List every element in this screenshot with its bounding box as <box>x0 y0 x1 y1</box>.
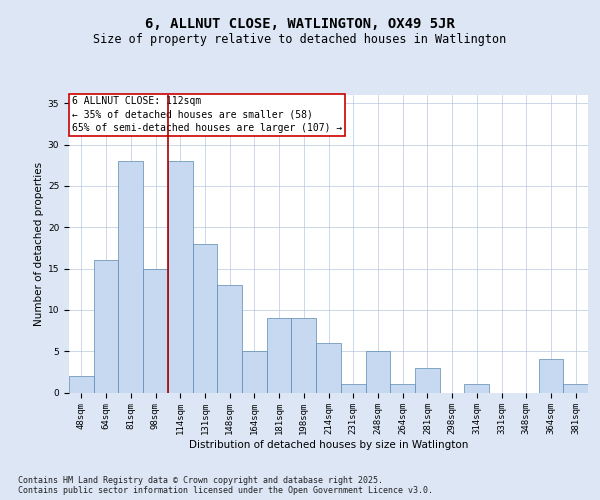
Bar <box>292 318 316 392</box>
Bar <box>464 384 489 392</box>
Bar <box>539 360 563 392</box>
Text: Size of property relative to detached houses in Watlington: Size of property relative to detached ho… <box>94 32 506 46</box>
Bar <box>193 244 217 392</box>
Y-axis label: Number of detached properties: Number of detached properties <box>34 162 44 326</box>
Bar <box>365 351 390 393</box>
Bar <box>217 285 242 393</box>
X-axis label: Distribution of detached houses by size in Watlington: Distribution of detached houses by size … <box>189 440 468 450</box>
Text: 6, ALLNUT CLOSE, WATLINGTON, OX49 5JR: 6, ALLNUT CLOSE, WATLINGTON, OX49 5JR <box>145 18 455 32</box>
Bar <box>415 368 440 392</box>
Bar <box>390 384 415 392</box>
Bar <box>143 268 168 392</box>
Bar <box>267 318 292 392</box>
Bar <box>94 260 118 392</box>
Bar <box>118 161 143 392</box>
Text: 6 ALLNUT CLOSE: 112sqm
← 35% of detached houses are smaller (58)
65% of semi-det: 6 ALLNUT CLOSE: 112sqm ← 35% of detached… <box>71 96 342 133</box>
Bar <box>69 376 94 392</box>
Text: Contains HM Land Registry data © Crown copyright and database right 2025.
Contai: Contains HM Land Registry data © Crown c… <box>18 476 433 495</box>
Bar <box>168 161 193 392</box>
Bar <box>563 384 588 392</box>
Bar <box>242 351 267 393</box>
Bar <box>341 384 365 392</box>
Bar <box>316 343 341 392</box>
